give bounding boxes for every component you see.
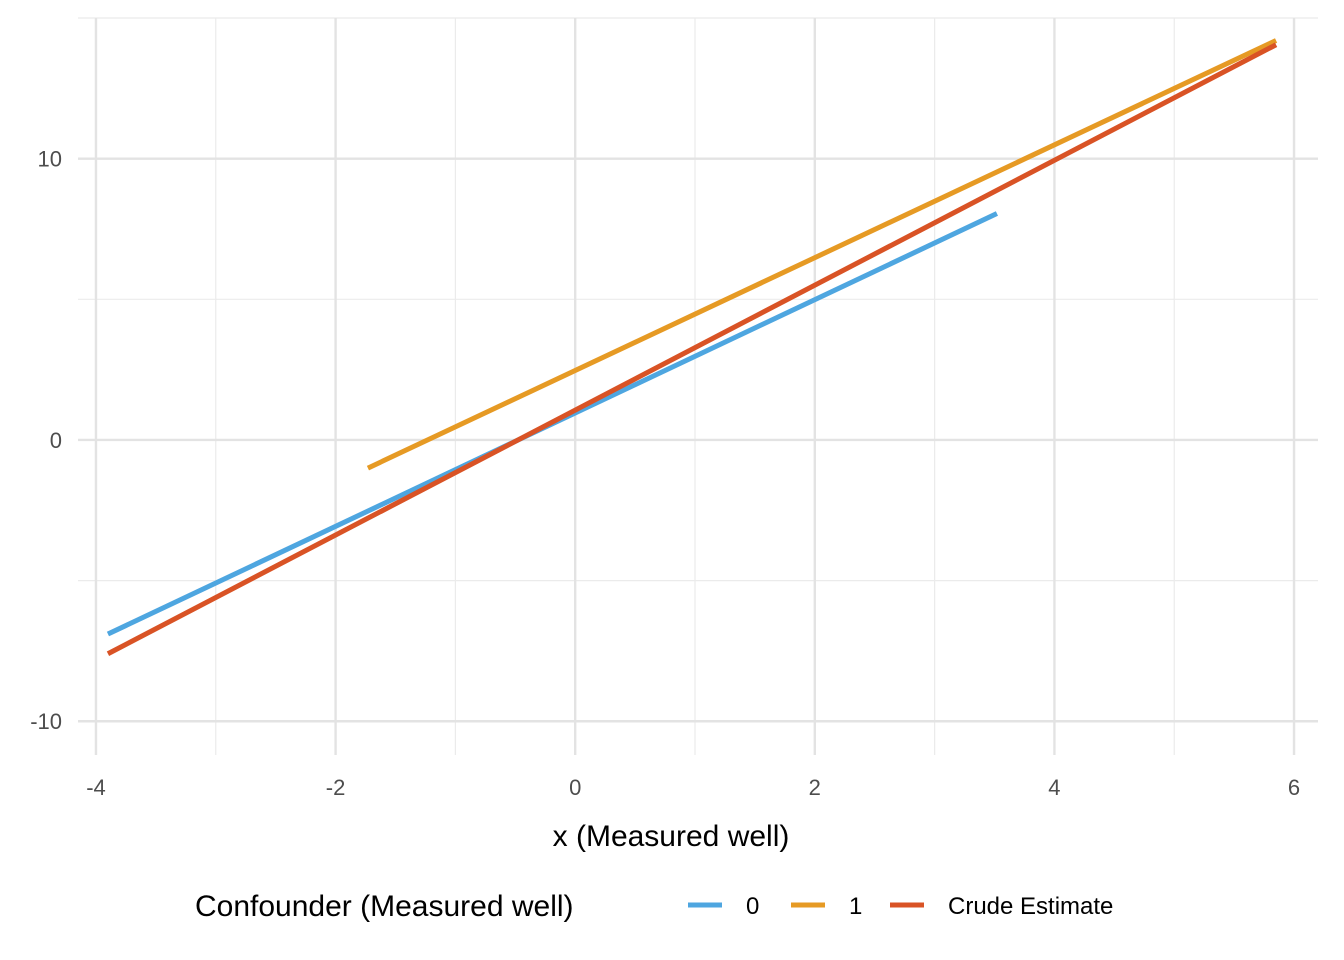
y-tick-label: -10	[30, 709, 62, 734]
legend-label: 1	[849, 893, 862, 920]
legend-items: 0 1 Crude Estimate	[688, 893, 1113, 920]
x-tick-label: 2	[809, 775, 821, 800]
legend-label: 0	[746, 893, 759, 920]
x-tick-label: 4	[1048, 775, 1060, 800]
x-tick-label: -4	[86, 775, 106, 800]
y-axis-ticks: -10 0 10	[30, 147, 62, 735]
y-tick-label: 0	[50, 428, 62, 453]
major-gridlines	[78, 18, 1318, 755]
x-axis-ticks: -4 -2 0 2 4 6	[86, 775, 1300, 800]
series-line-crude-estimate	[106, 42, 1278, 656]
x-tick-label: 0	[569, 775, 581, 800]
legend-title: Confounder (Measured well)	[195, 890, 574, 923]
series-lines	[106, 38, 1278, 656]
x-axis-title: x (Measured well)	[553, 820, 790, 853]
series-line-1	[366, 38, 1278, 471]
legend-label: Crude Estimate	[948, 893, 1113, 920]
y-tick-label: 10	[38, 147, 62, 172]
minor-gridlines	[78, 17, 1318, 755]
x-tick-label: -2	[326, 775, 346, 800]
x-tick-label: 6	[1288, 775, 1300, 800]
legend: Confounder (Measured well) 0 1 Crude Estim…	[195, 890, 1113, 923]
